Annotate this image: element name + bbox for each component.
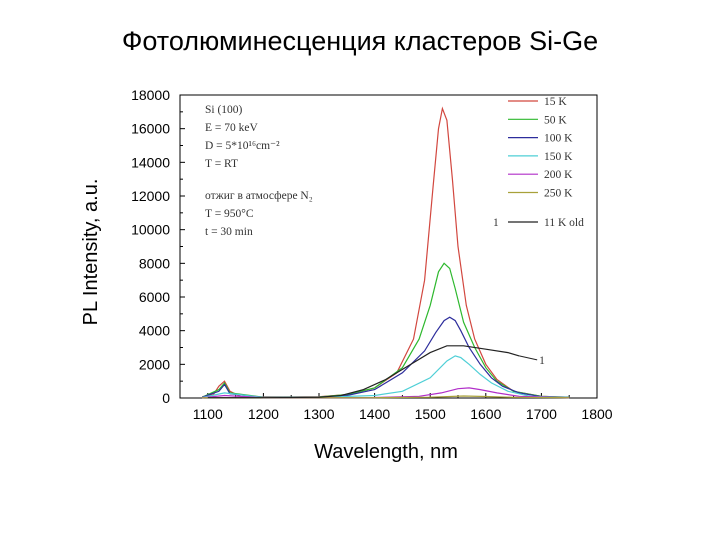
legend-label: 150 K: [544, 151, 573, 163]
y-tick-label: 8000: [139, 255, 170, 271]
y-tick-label: 6000: [139, 289, 170, 305]
legend-marker-label: 1: [493, 217, 499, 229]
annotation-block: Si (100) E = 70 keV D = 5*10¹⁶cm⁻² T = RT от…: [205, 104, 313, 238]
x-tick-label: 1700: [526, 406, 557, 422]
x-tick-label: 1100: [193, 406, 223, 422]
legend-label: 200 K: [544, 169, 573, 181]
series-line-50-k: [201, 262, 570, 398]
legend: 15 K 50 K 100 K 150 K 200 K 250 K 1 11 K old: [493, 96, 584, 229]
legend-label: 15 K: [544, 96, 567, 108]
series-label-leader: [519, 355, 538, 361]
x-tick-label: 1800: [581, 406, 612, 422]
series-layer: 1: [201, 106, 570, 399]
annotation-line: E = 70 keV: [205, 122, 258, 134]
annotation-line: T = RT: [205, 158, 238, 170]
y-axis: 0 2000 4000 6000 8000 10000 12000 14000 16000 180…: [131, 87, 185, 406]
legend-label: 11 K old: [544, 217, 584, 229]
annotation-line: T = 950°C: [205, 208, 254, 220]
slide-title: Фотолюминесценция кластеров Si-Ge: [121, 26, 599, 56]
y-tick-label: 2000: [139, 356, 170, 372]
x-tick-label: 1600: [470, 406, 501, 422]
annotation-line: отжиг в атмосфере N₂: [205, 190, 313, 202]
annotation-line: D = 5*10¹⁶cm⁻²: [205, 140, 280, 152]
legend-label: 100 K: [544, 133, 573, 145]
y-tick-label: 14000: [131, 154, 170, 170]
y-tick-label: 4000: [139, 323, 170, 339]
legend-label: 50 K: [544, 114, 567, 126]
x-tick-label: 1300: [303, 406, 334, 422]
y-tick-label: 12000: [131, 188, 170, 204]
x-axis: 1100 1200 1300 1400 1500 1600 1700 1800: [193, 393, 613, 422]
y-tick-label: 18000: [131, 87, 170, 103]
y-tick-label: 16000: [131, 121, 170, 137]
y-axis-label: PL Intensity, a.u.: [80, 179, 102, 326]
x-tick-label: 1200: [248, 406, 279, 422]
annotation-line: t = 30 min: [205, 226, 253, 238]
legend-label: 250 K: [544, 188, 573, 200]
x-axis-label: Wavelength, nm: [314, 441, 458, 463]
y-tick-label: 10000: [131, 222, 170, 238]
series-line-15-k: [202, 106, 570, 398]
series-label: 1: [539, 355, 545, 367]
x-tick-label: 1400: [359, 406, 390, 422]
series-line-11-k-old: [207, 345, 520, 399]
series-line-100-k: [202, 316, 570, 398]
x-tick-label: 1500: [415, 406, 446, 422]
annotation-line: Si (100): [205, 104, 243, 116]
y-tick-label: 0: [162, 390, 170, 406]
